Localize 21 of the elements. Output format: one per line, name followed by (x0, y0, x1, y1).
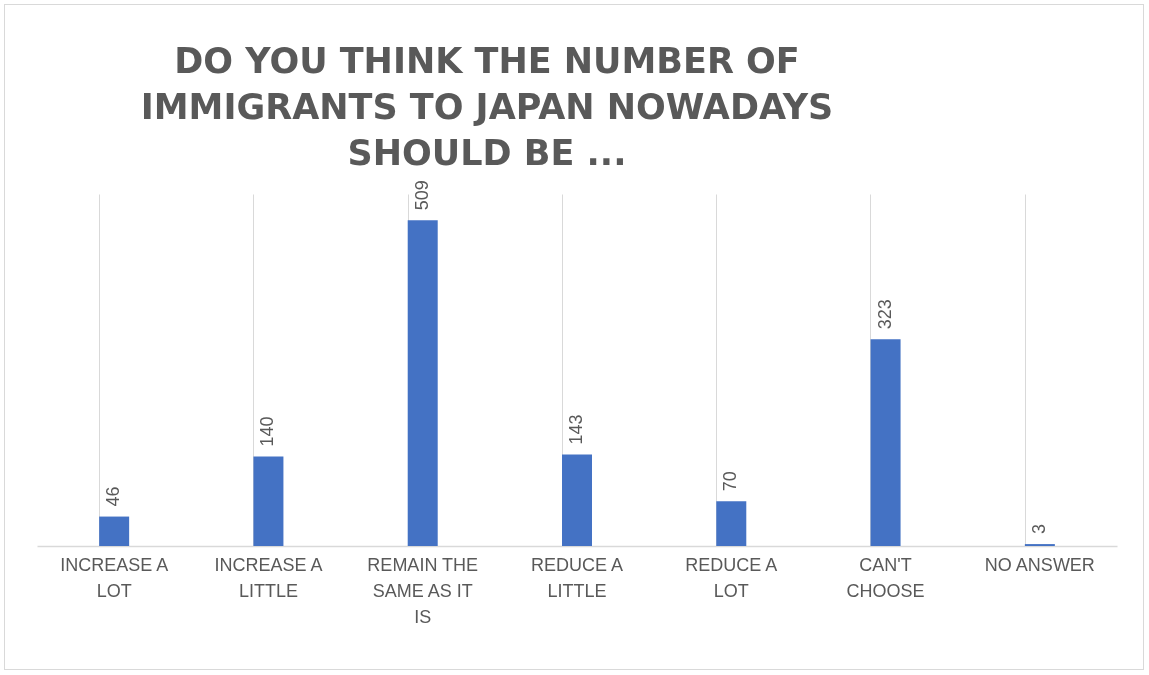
bar (99, 516, 130, 546)
data-label: 70 (720, 471, 741, 492)
data-label: 509 (411, 180, 432, 211)
x-tick-label: REMAIN THE SAME AS IT IS (367, 554, 479, 627)
data-label: 143 (566, 414, 586, 445)
chart-title: DO YOU THINK THE NUMBER OF IMMIGRANTS TO JAPAN NOWADAYS SHOULD BE ... (140, 41, 834, 174)
bar (716, 501, 747, 546)
x-tick-label: INCREASE A LOT (60, 554, 169, 601)
bar (253, 456, 284, 546)
x-tick-label: CAN'T CHOOSE (846, 554, 925, 601)
data-label: 3 (1028, 524, 1049, 535)
data-label: 323 (874, 299, 895, 330)
data-label: 46 (103, 486, 124, 507)
bar (562, 454, 592, 546)
data-label: 140 (257, 416, 278, 447)
x-tick-label: NO ANSWER (984, 554, 1095, 575)
x-tick-label: INCREASE A LITTLE (214, 554, 323, 601)
bar (407, 220, 438, 546)
x-tick-label: REDUCE A LOT (685, 554, 778, 601)
x-tick-label: REDUCE A LITTLE (530, 554, 624, 601)
bar (870, 339, 901, 546)
